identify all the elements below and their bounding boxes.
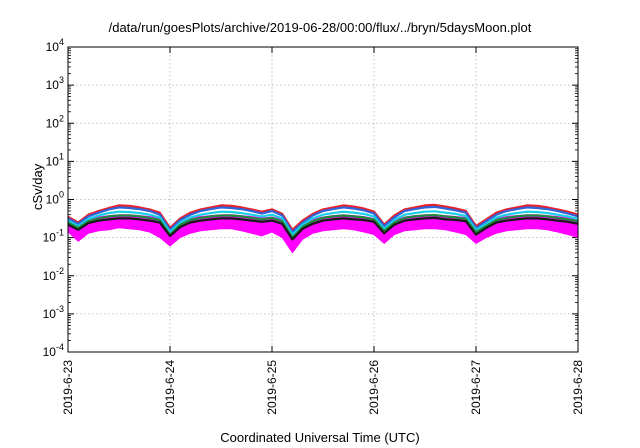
- x-tick-label: 2019-6-26: [367, 360, 381, 415]
- plot-frame: [67, 46, 579, 353]
- series-line-5: [67, 216, 579, 241]
- series-line-4: [67, 214, 579, 239]
- y-tick-label: 10-1: [43, 228, 64, 245]
- series-line-2: [67, 205, 579, 234]
- x-tick-label: 2019-6-28: [571, 360, 585, 415]
- chart-title: /data/run/goesPlots/archive/2019-06-28/0…: [108, 20, 532, 35]
- y-tick-label: 100: [46, 190, 64, 207]
- x-tick-label: 2019-6-23: [61, 360, 75, 415]
- y-tick-label: 10-4: [43, 342, 64, 359]
- y-tick-label: 10-3: [43, 304, 64, 321]
- y-tick-label: 103: [46, 75, 64, 92]
- x-tick-label: 2019-6-24: [163, 360, 177, 415]
- x-tick-label: 2019-6-27: [469, 360, 483, 415]
- series-line-3: [67, 210, 579, 236]
- series-line-1: [67, 203, 579, 231]
- x-tick-label: 2019-6-25: [265, 360, 279, 415]
- x-axis-label: Coordinated Universal Time (UTC): [220, 430, 420, 445]
- y-tick-label: 10-2: [43, 266, 64, 283]
- y-tick-label: 101: [46, 151, 64, 168]
- y-tick-label: 104: [46, 37, 64, 54]
- y-tick-label: 102: [46, 113, 64, 130]
